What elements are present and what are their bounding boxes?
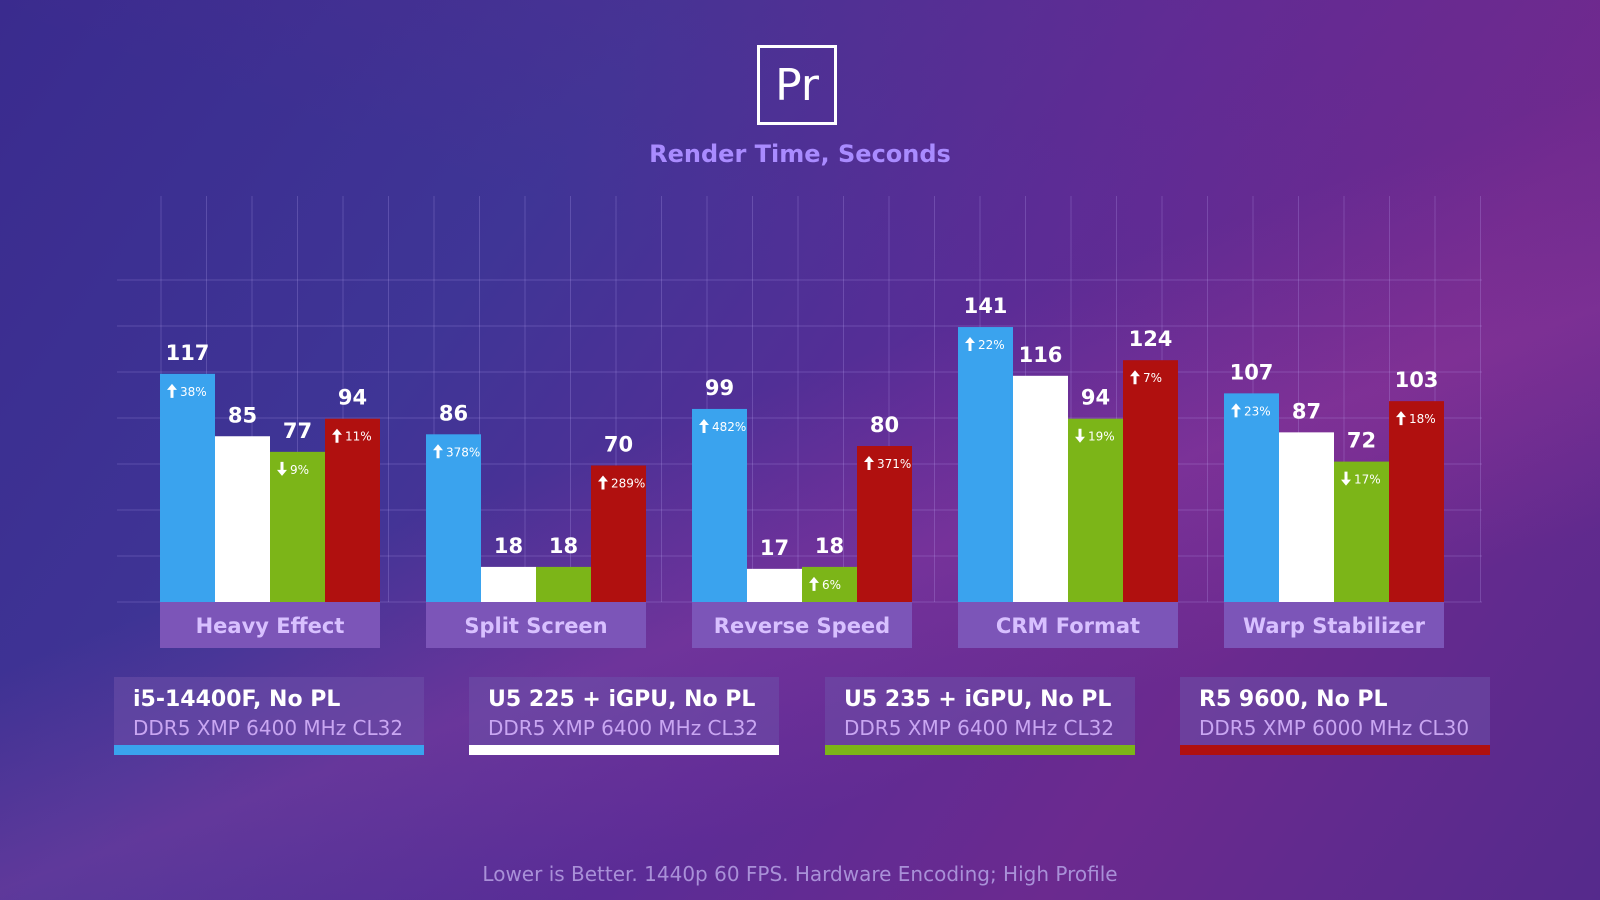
arrow-up-icon [1231,403,1241,418]
legend-memory-label: DDR5 XMP 6000 MHz CL30 [1199,716,1470,740]
data-label: 85 [228,403,257,427]
data-label: 70 [604,433,633,457]
category-label-box [1224,602,1444,648]
bar [1123,360,1178,602]
data-label: 117 [166,341,210,365]
arrow-up-icon [598,475,608,490]
data-label: 86 [439,401,468,425]
bar [215,436,270,602]
data-label: 141 [964,294,1008,318]
logo-text: Pr [775,59,819,111]
delta-percent-label: 482% [712,420,746,434]
delta-percent-label: 17% [1354,473,1381,487]
delta-percent-label: 23% [1244,404,1271,418]
legend-item-i5-14400f: i5-14400F, No PL DDR5 XMP 6400 MHz CL32 [114,677,424,755]
arrow-down-icon [277,461,287,476]
data-label: 107 [1230,360,1274,384]
arrow-up-icon [433,444,443,459]
bar [270,451,325,602]
category-label-box [692,602,912,648]
data-label: 77 [283,419,312,443]
arrow-up-icon [864,456,874,470]
bar [426,434,481,602]
arrow-down-icon [1341,471,1351,486]
bar [1334,461,1389,602]
delta-percent-label: 378% [446,445,480,459]
bar [747,568,802,602]
bar [1068,418,1123,602]
legend-color-swatch [825,745,1135,755]
bar [160,373,215,602]
delta-percent-label: 22% [978,338,1005,352]
bar [857,446,912,602]
footnote: Lower is Better. 1440p 60 FPS. Hardware … [482,862,1118,886]
data-label: 17 [760,536,789,560]
arrow-up-icon [167,383,177,398]
bar [536,566,591,602]
arrow-up-icon [332,428,342,443]
legend-color-swatch [114,745,424,755]
bar [802,566,857,602]
data-label: 18 [549,534,578,558]
legend-item-u5-225: U5 225 + iGPU, No PL DDR5 XMP 6400 MHz C… [469,677,779,755]
delta-percent-label: 7% [1143,371,1162,385]
bar [481,566,536,602]
category-label: Reverse Speed [714,614,890,638]
delta-percent-label: 38% [180,385,207,399]
category-label-box [426,602,646,648]
category-label: Split Screen [464,614,607,638]
data-label: 103 [1395,368,1439,392]
category-label: Warp Stabilizer [1243,614,1426,638]
arrow-up-icon [809,576,819,591]
legend-color-swatch [469,745,779,755]
bar [1279,432,1334,602]
legend-cpu-label: i5-14400F, No PL [133,687,341,712]
bar [1013,375,1068,602]
data-label: 99 [705,376,734,400]
legend-cpu-label: U5 225 + iGPU, No PL [488,687,756,712]
legend-memory-label: DDR5 XMP 6400 MHz CL32 [488,716,759,740]
data-label: 116 [1019,343,1063,367]
delta-percent-label: 371% [877,457,911,471]
data-label: 18 [815,534,844,558]
arrow-down-icon [1075,428,1085,443]
legend-memory-label: DDR5 XMP 6400 MHz CL32 [133,716,404,740]
delta-percent-label: 9% [290,463,309,477]
arrow-up-icon [1396,411,1406,426]
delta-percent-label: 18% [1409,412,1436,426]
data-label: 94 [1081,386,1110,410]
data-label: 80 [870,413,899,437]
category-label: Heavy Effect [196,614,345,638]
data-label: 124 [1129,327,1173,351]
delta-percent-label: 289% [611,477,645,491]
legend-color-swatch [1180,745,1490,755]
data-label: 72 [1347,429,1376,453]
legend-cpu-label: U5 235 + iGPU, No PL [844,687,1112,712]
delta-percent-label: 6% [822,578,841,592]
legend-cpu-label: R5 9600, No PL [1199,687,1388,712]
bar [692,408,747,602]
bar [1389,401,1444,602]
bar [1224,393,1279,602]
legend-memory-label: DDR5 XMP 6400 MHz CL32 [844,716,1115,740]
category-label-box [160,602,380,648]
bar [958,327,1013,602]
delta-percent-label: 19% [1088,430,1115,444]
legend-item-u5-235: U5 235 + iGPU, No PL DDR5 XMP 6400 MHz C… [825,677,1135,755]
bar [325,418,380,602]
data-label: 87 [1292,399,1321,423]
arrow-up-icon [965,337,975,352]
delta-percent-label: 11% [345,430,372,444]
data-label: 94 [338,386,367,410]
arrow-up-icon [1130,370,1140,385]
category-label: CRM Format [996,614,1140,638]
chart-title: Render Time, Seconds [649,140,951,168]
premiere-pro-logo: Pr [757,45,837,125]
data-label: 18 [494,534,523,558]
bar [591,465,646,602]
legend-item-r5-9600: R5 9600, No PL DDR5 XMP 6000 MHz CL30 [1180,677,1490,755]
arrow-up-icon [699,418,709,433]
category-label-box [958,602,1178,648]
